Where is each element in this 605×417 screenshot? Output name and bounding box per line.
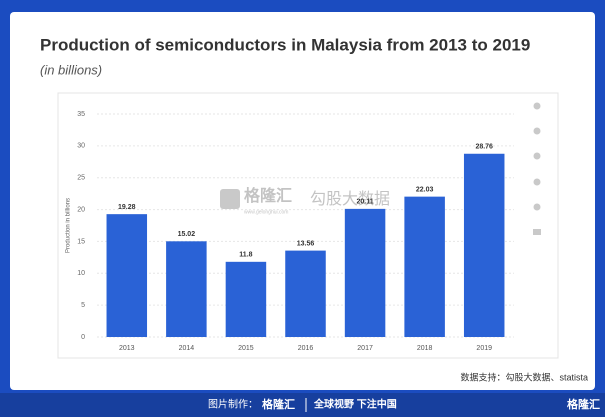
bar xyxy=(344,208,386,337)
bar xyxy=(463,153,505,337)
chart-frame xyxy=(57,92,559,359)
footer-bar xyxy=(0,393,605,417)
icon xyxy=(533,229,541,235)
x-tick-label: 2013 xyxy=(119,345,135,352)
y-tick-label: 30 xyxy=(77,143,85,150)
bar xyxy=(166,241,207,337)
bar xyxy=(225,261,267,337)
icon xyxy=(533,152,541,160)
plot: 0 5 10 15 20 25 30 35 Production in billions 2013… xyxy=(66,111,514,352)
data-label: 22.03 xyxy=(416,186,434,193)
bar xyxy=(285,250,326,337)
watermark-site: www.gelonghui.com xyxy=(244,209,288,215)
data-label: 11.8 xyxy=(239,252,252,259)
y-tick-label: 15 xyxy=(77,238,85,245)
footer-made-by: 图片制作： xyxy=(208,398,258,411)
data-label: 19.28 xyxy=(118,204,136,211)
x-tick-label: 2014 xyxy=(179,345,195,352)
footer-slogan: 全球视野 下注中国 xyxy=(313,398,397,411)
bar xyxy=(106,214,148,337)
x-tick-label: 2016 xyxy=(298,345,314,352)
side-icons xyxy=(533,102,541,235)
corner-logo: 格隆汇 xyxy=(567,397,600,411)
y-axis-label: Production in billions xyxy=(66,198,72,253)
x-tick-label: 2019 xyxy=(476,345,492,352)
y-tick-label: 0 xyxy=(81,334,85,341)
icon xyxy=(533,178,541,186)
source: 数据支持：勾股大数据、statista xyxy=(460,371,588,382)
y-tick-label: 35 xyxy=(77,111,85,118)
watermark-partner: 勾股大数据 xyxy=(310,190,390,208)
icon xyxy=(533,102,541,110)
data-label: 20.11 xyxy=(357,199,374,206)
bar xyxy=(404,196,445,337)
watermark-icon xyxy=(220,189,240,209)
data-label: 28.76 xyxy=(475,144,493,151)
title: Production of semiconductors in Malaysia… xyxy=(40,35,530,54)
y-tick-label: 5 xyxy=(81,302,85,309)
y-tick-label: 20 xyxy=(77,206,85,213)
data-label: 13.56 xyxy=(297,240,315,247)
card xyxy=(10,12,595,390)
x-tick-label: 2018 xyxy=(417,345,433,352)
icon xyxy=(533,127,541,135)
y-tick-label: 10 xyxy=(77,270,85,277)
x-tick-label: 2017 xyxy=(357,345,373,352)
watermark-brand: 格隆汇 xyxy=(244,186,292,205)
watermark: 格隆汇 www.gelonghui.com 勾股大数据 xyxy=(220,186,390,215)
icon xyxy=(533,203,541,211)
footer-brand: 格隆汇 xyxy=(262,397,295,411)
y-tick-label: 25 xyxy=(77,175,85,182)
x-tick-label: 2015 xyxy=(238,345,254,352)
subtitle: (in billions) xyxy=(40,62,102,77)
data-label: 15.02 xyxy=(178,231,196,238)
